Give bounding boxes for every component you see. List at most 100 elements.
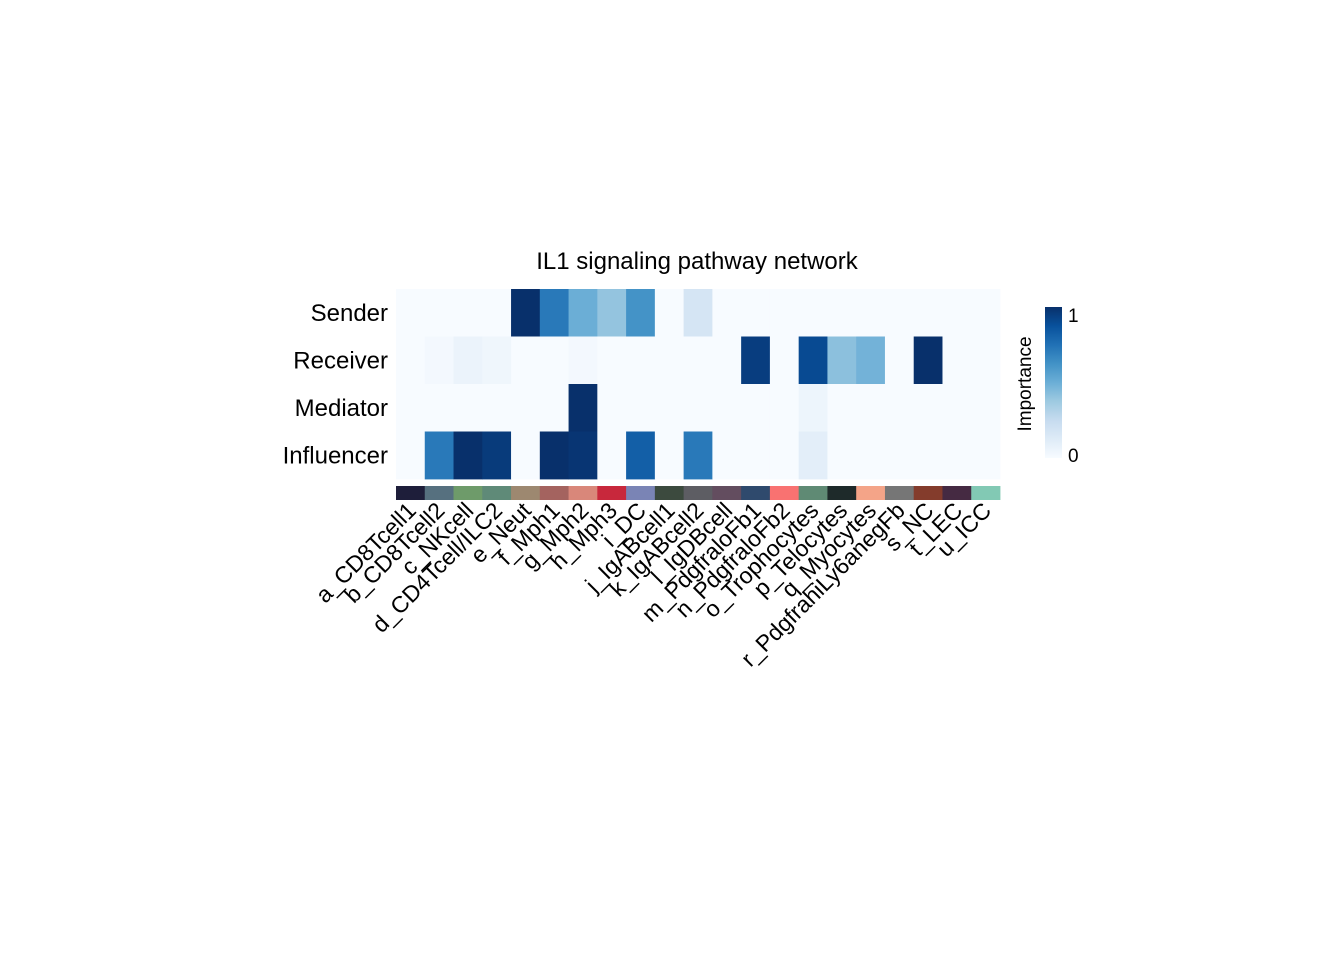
heatmap-cell-sender-20 [942,289,972,337]
heatmap-cell-receiver-11 [683,336,713,385]
column-color-swatch-7 [568,486,598,500]
heatmap-cell-influencer-4 [482,431,512,480]
heatmap-cell-receiver-21 [971,336,1001,385]
heatmap-cell-sender-19 [913,289,943,337]
heatmap-cell-mediator-6 [539,384,569,432]
heatmap-cell-sender-12 [712,289,742,337]
heatmap-cell-sender-16 [827,289,857,337]
heatmap-cell-influencer-3 [453,431,483,480]
column-color-swatch-3 [453,486,483,500]
heatmap-cell-mediator-5 [511,384,541,432]
row-label-influencer: Influencer [283,442,388,469]
column-color-swatch-18 [884,486,915,500]
heatmap-cell-sender-3 [453,289,483,337]
column-color-swatch-4 [482,486,512,500]
heatmap-cell-receiver-16 [827,336,857,385]
column-color-swatch-15 [798,486,828,500]
column-color-swatch-11 [683,486,713,500]
heatmap-cell-receiver-12 [712,336,742,385]
heatmap-cell-influencer-1 [396,431,426,480]
heatmap-cell-receiver-14 [769,336,800,385]
heatmap-cell-sender-11 [683,289,713,337]
row-label-sender: Sender [311,300,388,327]
heatmap-cell-receiver-6 [539,336,569,385]
column-labels: a_CD8Tcell1b_CD8Tcell2c_NKcelld_CD4Tcell… [310,497,996,672]
heatmap-cell-sender-21 [971,289,1001,337]
heatmap-cell-receiver-3 [453,336,483,385]
heatmap-cell-influencer-16 [827,431,857,480]
row-label-mediator: Mediator [295,395,388,422]
column-color-swatch-14 [769,486,800,500]
heatmap-cell-mediator-14 [769,384,800,432]
chart-title: IL1 signaling pathway network [536,248,859,275]
heatmap-cell-receiver-20 [942,336,972,385]
heatmap-cell-sender-8 [597,289,627,337]
heatmap-cell-sender-9 [626,289,656,337]
heatmap-cell-receiver-10 [654,336,685,385]
heatmap-cell-mediator-19 [913,384,943,432]
heatmap-cell-receiver-5 [511,336,541,385]
heatmap-cell-mediator-13 [741,384,771,432]
heatmap-cell-sender-14 [769,289,800,337]
column-color-swatch-19 [913,486,943,500]
heatmap-cell-receiver-13 [741,336,771,385]
heatmap-cell-mediator-18 [884,384,915,432]
heatmap-cell-influencer-14 [769,431,800,480]
heatmap-cell-mediator-7 [568,384,598,432]
heatmap-cell-influencer-10 [654,431,685,480]
heatmap-cell-influencer-18 [884,431,915,480]
heatmap-cell-mediator-11 [683,384,713,432]
heatmap-cell-receiver-1 [396,336,426,385]
heatmap-cell-receiver-18 [884,336,915,385]
column-color-swatch-1 [396,486,426,500]
colorbar-max-label: 1 [1068,306,1079,327]
column-color-swatch-16 [827,486,857,500]
column-color-strip [396,486,1001,500]
colorbar-title: Importance [1015,336,1036,431]
heatmap-cell-sender-10 [654,289,685,337]
heatmap-cell-influencer-21 [971,431,1001,480]
heatmap-cell-mediator-17 [856,384,886,432]
heatmap-cell-influencer-8 [597,431,627,480]
heatmap-cell-mediator-15 [798,384,828,432]
column-color-swatch-8 [597,486,627,500]
column-color-swatch-12 [712,486,742,500]
heatmap-cell-influencer-12 [712,431,742,480]
heatmap-cell-mediator-21 [971,384,1001,432]
heatmap-cell-mediator-16 [827,384,857,432]
heatmap-cell-receiver-9 [626,336,656,385]
heatmap-cell-influencer-20 [942,431,972,480]
heatmap-cell-influencer-13 [741,431,771,480]
heatmap-cell-receiver-4 [482,336,512,385]
heatmap-cell-sender-4 [482,289,512,337]
heatmap-cell-influencer-19 [913,431,943,480]
heatmap-cell-receiver-2 [424,336,454,385]
column-color-swatch-5 [511,486,541,500]
column-color-swatch-9 [626,486,656,500]
heatmap-cell-influencer-15 [798,431,828,480]
colorbar: 1 0 Importance [1015,306,1079,467]
heatmap-cell-mediator-4 [482,384,512,432]
heatmap-cell-sender-1 [396,289,426,337]
heatmap-cell-receiver-15 [798,336,828,385]
heatmap-cell-influencer-7 [568,431,598,480]
heatmap-cell-influencer-9 [626,431,656,480]
column-color-swatch-17 [856,486,886,500]
heatmap-cell-influencer-17 [856,431,886,480]
column-color-swatch-13 [741,486,771,500]
heatmap-cell-sender-7 [568,289,598,337]
heatmap-cell-sender-18 [884,289,915,337]
heatmap-cell-mediator-1 [396,384,426,432]
column-color-swatch-21 [971,486,1001,500]
heatmap-cell-sender-17 [856,289,886,337]
row-label-receiver: Receiver [293,347,388,374]
heatmap-cell-mediator-10 [654,384,685,432]
heatmap-cell-influencer-11 [683,431,713,480]
heatmap-cell-receiver-19 [913,336,943,385]
row-labels: Sender Receiver Mediator Influencer [283,300,388,470]
heatmap-cell-influencer-6 [539,431,569,480]
heatmap-cell-mediator-12 [712,384,742,432]
heatmap-cell-sender-2 [424,289,454,337]
heatmap-cell-mediator-2 [424,384,454,432]
heatmap-cell-receiver-17 [856,336,886,385]
